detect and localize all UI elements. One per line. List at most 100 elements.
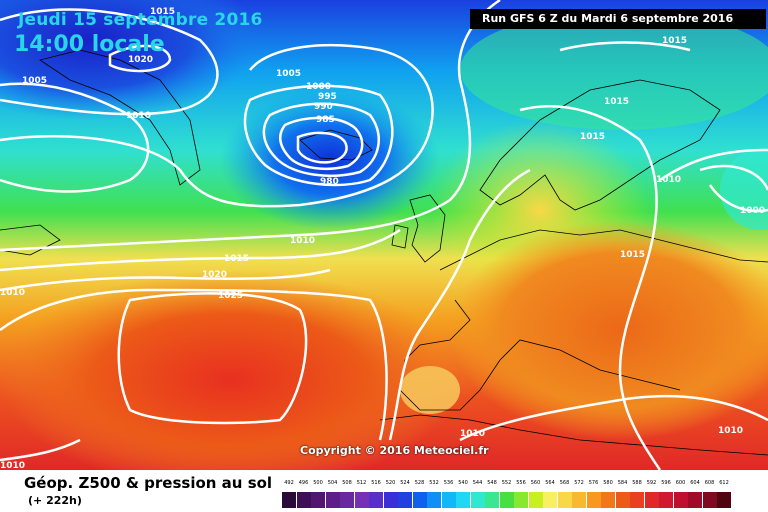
scale-step: 520 xyxy=(383,480,399,510)
scale-step: 544 xyxy=(470,480,486,510)
isobar-label: 1010 xyxy=(290,236,315,246)
isobar-label: 1015 xyxy=(662,36,687,46)
scale-step: 532 xyxy=(427,480,442,510)
scale-step-swatch xyxy=(630,492,644,508)
weather-map: 1015 1020 1005 1005 1010 1000 995 990 98… xyxy=(0,0,768,470)
scale-step: 504 xyxy=(325,480,341,510)
british-isles-coast xyxy=(391,194,446,263)
scale-step: 528 xyxy=(412,480,428,510)
scale-step: 540 xyxy=(456,480,471,510)
scale-step: 584 xyxy=(615,480,631,510)
scale-step: 600 xyxy=(673,480,689,510)
scale-step: 588 xyxy=(630,480,645,510)
scale-step-swatch xyxy=(702,492,717,508)
scale-step-label: 588 xyxy=(632,480,642,486)
isobar-label: 995 xyxy=(318,92,337,102)
iceland-coast xyxy=(299,129,373,161)
scale-step-swatch xyxy=(354,492,369,508)
scale-step-swatch xyxy=(398,492,412,508)
scale-step-swatch xyxy=(427,492,441,508)
scale-step-label: 540 xyxy=(458,480,468,486)
scale-step: 612 xyxy=(717,480,732,510)
isobar-label: 1010 xyxy=(0,461,25,470)
scale-step-swatch xyxy=(659,492,673,508)
scale-step: 500 xyxy=(311,480,326,510)
scale-step-swatch xyxy=(572,492,586,508)
isobar-label: 1010 xyxy=(656,175,681,185)
scale-step: 576 xyxy=(586,480,602,510)
isobar-label: 1010 xyxy=(0,288,25,298)
scale-step-swatch xyxy=(601,492,615,508)
scale-step-label: 592 xyxy=(646,480,657,486)
legend-subtitle: (+ 222h) xyxy=(28,494,82,507)
scale-step-swatch xyxy=(485,492,499,508)
scale-step-swatch xyxy=(528,492,543,508)
scale-step: 496 xyxy=(296,480,312,510)
legend-title: Géop. Z500 & pression au sol xyxy=(24,474,273,492)
scale-step: 580 xyxy=(601,480,616,510)
isobar-label: 985 xyxy=(316,115,335,125)
scale-step-swatch xyxy=(340,492,354,508)
scale-step-label: 516 xyxy=(371,480,381,486)
isobar-label: 1015 xyxy=(150,7,175,17)
scale-step-label: 524 xyxy=(400,480,410,486)
forecast-time: 14:00 locale xyxy=(14,32,165,57)
scale-step-label: 528 xyxy=(414,480,425,486)
scale-step-swatch xyxy=(383,492,398,508)
scale-step-swatch xyxy=(615,492,630,508)
isobar-label: 1015 xyxy=(580,132,605,142)
scale-step-label: 520 xyxy=(385,480,396,486)
scale-step-label: 572 xyxy=(574,480,584,486)
scale-step: 560 xyxy=(528,480,544,510)
canada-coast xyxy=(0,224,61,256)
isobar-label: 1005 xyxy=(22,76,47,86)
isobar-label: 1010 xyxy=(718,426,743,436)
scale-step-swatch xyxy=(282,492,296,508)
scale-step: 596 xyxy=(659,480,674,510)
scale-step-swatch xyxy=(325,492,340,508)
model-run-label: Run GFS 6 Z du Mardi 6 septembre 2016 xyxy=(470,9,766,29)
scale-step: 492 xyxy=(282,480,297,510)
scale-step-label: 500 xyxy=(313,480,323,486)
scale-step-label: 552 xyxy=(501,480,512,486)
scale-step-swatch xyxy=(296,492,311,508)
scale-step-label: 568 xyxy=(559,480,570,486)
isobar-label: 1020 xyxy=(202,270,227,280)
scale-step: 572 xyxy=(572,480,587,510)
scale-step-label: 504 xyxy=(327,480,338,486)
isobar-label: 1010 xyxy=(126,111,151,121)
scale-step-swatch xyxy=(499,492,514,508)
scale-step-label: 608 xyxy=(704,480,715,486)
scale-step: 508 xyxy=(340,480,355,510)
scale-step-swatch xyxy=(514,492,528,508)
isobar-label: 1005 xyxy=(276,69,301,79)
isobar-label: 1015 xyxy=(620,250,645,260)
scale-step: 548 xyxy=(485,480,500,510)
scale-step: 536 xyxy=(441,480,457,510)
scale-step-label: 612 xyxy=(719,480,729,486)
isobar-label: 1015 xyxy=(224,254,249,264)
scale-step-swatch xyxy=(673,492,688,508)
scale-step: 524 xyxy=(398,480,413,510)
scale-step-label: 496 xyxy=(298,480,309,486)
europe-coast xyxy=(399,229,768,411)
isobar-label: 980 xyxy=(320,177,339,187)
africa-coast xyxy=(379,414,768,456)
scale-step-swatch xyxy=(688,492,702,508)
scale-step-swatch xyxy=(412,492,427,508)
scale-step-swatch xyxy=(369,492,383,508)
scale-step-label: 580 xyxy=(603,480,613,486)
scale-step-label: 508 xyxy=(342,480,352,486)
scale-step-swatch xyxy=(441,492,456,508)
scale-step: 512 xyxy=(354,480,370,510)
scale-step-label: 584 xyxy=(617,480,628,486)
greenland-coast xyxy=(39,49,201,186)
scale-step-label: 492 xyxy=(284,480,294,486)
scale-step-swatch xyxy=(470,492,485,508)
forecast-date: Jeudi 15 septembre 2016 xyxy=(18,10,263,30)
scale-step-swatch xyxy=(311,492,325,508)
scale-step-label: 600 xyxy=(675,480,686,486)
scale-step-label: 596 xyxy=(661,480,671,486)
scale-step-label: 564 xyxy=(545,480,555,486)
scale-step-label: 604 xyxy=(690,480,700,486)
